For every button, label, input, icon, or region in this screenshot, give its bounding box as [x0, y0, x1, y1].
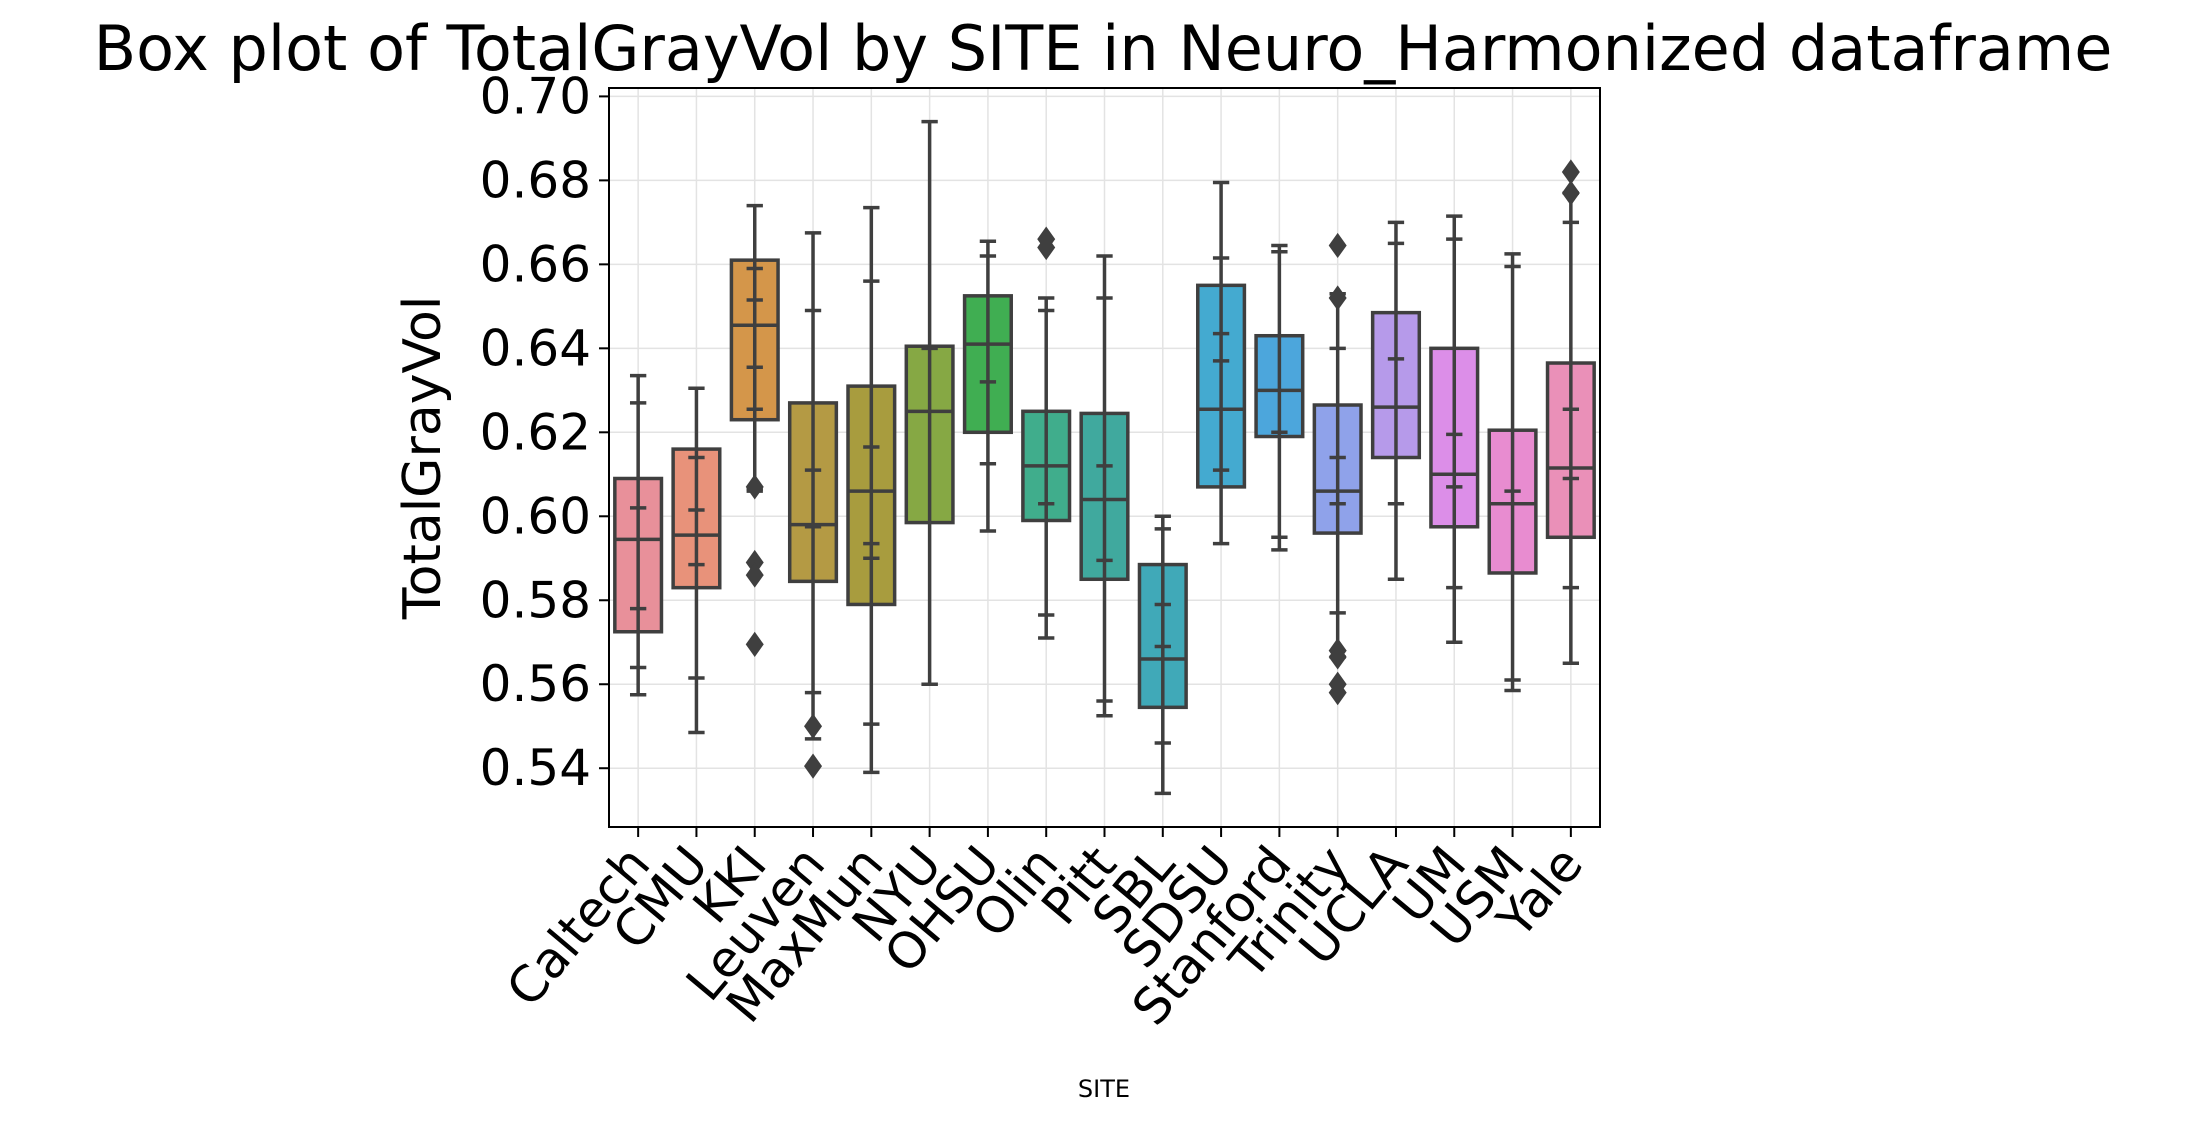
outlier-point — [745, 631, 764, 657]
box-maxmun — [846, 205, 897, 775]
box-sbl — [1137, 514, 1188, 796]
outlier-point — [1328, 232, 1347, 259]
box-kki — [729, 203, 780, 657]
box-stanford — [1254, 243, 1305, 552]
outlier-point — [804, 753, 823, 779]
outlier-point — [804, 713, 823, 739]
y-tick-label: 0.68 — [480, 151, 591, 209]
box-caltech — [613, 373, 664, 697]
box-series — [613, 119, 1596, 796]
box-olin — [1021, 226, 1072, 640]
y-tick-label: 0.54 — [480, 739, 591, 797]
y-tick-label: 0.60 — [480, 487, 591, 545]
outlier-point — [745, 474, 764, 500]
box-sdsu — [1196, 180, 1247, 546]
outlier-point — [1328, 644, 1347, 670]
y-tick-label: 0.66 — [480, 235, 591, 293]
y-tick-label: 0.70 — [480, 67, 591, 125]
outlier-point — [1328, 285, 1347, 311]
y-tick-label: 0.64 — [480, 319, 591, 377]
box-leuven — [787, 231, 839, 779]
y-axis: 0.54 0.56 0.58 0.60 0.62 0.64 0.66 0.68 0.70 — [480, 67, 609, 797]
box-cmu — [671, 386, 722, 735]
box-usm — [1487, 252, 1538, 693]
outlier-point — [1037, 234, 1056, 261]
outlier-point — [1561, 180, 1580, 206]
x-axis: CaltechCMUKKILeuvenMaxMunNYUOHSUOlinPitt… — [495, 827, 1594, 1036]
box-ohsu — [962, 239, 1013, 533]
outlier-point — [745, 562, 764, 588]
box-ucla — [1370, 220, 1422, 582]
box-nyu — [904, 119, 955, 686]
chart-title: Box plot of TotalGrayVol by SITE in Neur… — [94, 12, 2113, 85]
outlier-point — [1328, 680, 1347, 706]
y-tick-label: 0.56 — [480, 655, 591, 713]
box-yale — [1545, 159, 1596, 665]
box-pitt — [1079, 254, 1130, 718]
y-axis-label: TotalGrayVol — [393, 296, 453, 621]
y-tick-label: 0.58 — [480, 571, 591, 629]
x-axis-label: SITE — [1078, 1075, 1130, 1103]
box-trinity — [1312, 232, 1363, 706]
box-um — [1429, 214, 1480, 644]
outlier-point — [1561, 159, 1580, 185]
y-tick-label: 0.62 — [480, 403, 591, 461]
